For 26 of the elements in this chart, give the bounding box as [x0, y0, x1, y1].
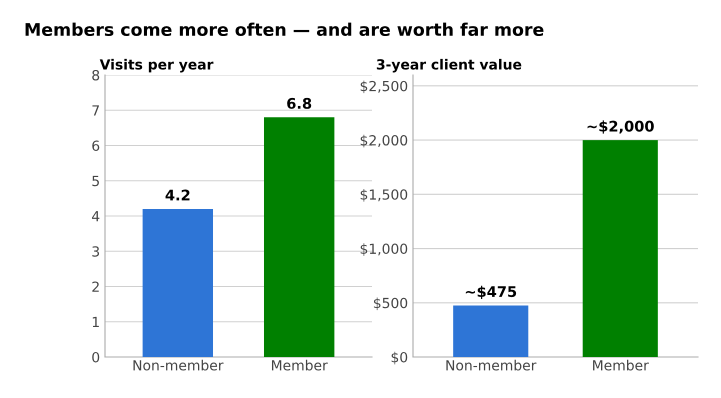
y-tick-label: $1,000: [360, 243, 408, 256]
y-tick-label: $1,500: [360, 189, 408, 202]
text: Members come more often — and are worth far more: [26, 22, 544, 36]
y-tick-label: $0: [392, 352, 408, 364]
y-tick-label: 1: [92, 316, 99, 328]
y-tick-label: 4: [92, 211, 100, 222]
x-tick-label: Member: [272, 360, 328, 371]
data-label: 6.8: [287, 98, 312, 109]
data-label: ~$2,000: [588, 120, 654, 134]
x-tick-label: Member: [593, 360, 649, 371]
y-tick-label: 8: [92, 70, 100, 80]
y-tick-label: 3: [92, 246, 100, 257]
chart-title: 3-year client value: [376, 58, 522, 72]
y-tick-label: $2,000: [360, 134, 408, 148]
data-label: 4.2: [166, 190, 190, 200]
y-tick-label: $2,500: [360, 80, 408, 94]
chart-title: Visits per year: [100, 58, 214, 72]
y-tick-label: 0: [92, 352, 100, 362]
data-label: ~$475: [466, 286, 516, 300]
y-tick-label: 2: [92, 281, 99, 292]
x-tick-label: Non-member: [446, 360, 536, 371]
y-tick-label: 7: [92, 105, 99, 116]
y-tick-label: 5: [92, 176, 99, 186]
y-tick-label: $500: [374, 297, 408, 310]
y-tick-label: 6: [92, 140, 100, 151]
x-tick-label: Non-member: [133, 360, 224, 371]
